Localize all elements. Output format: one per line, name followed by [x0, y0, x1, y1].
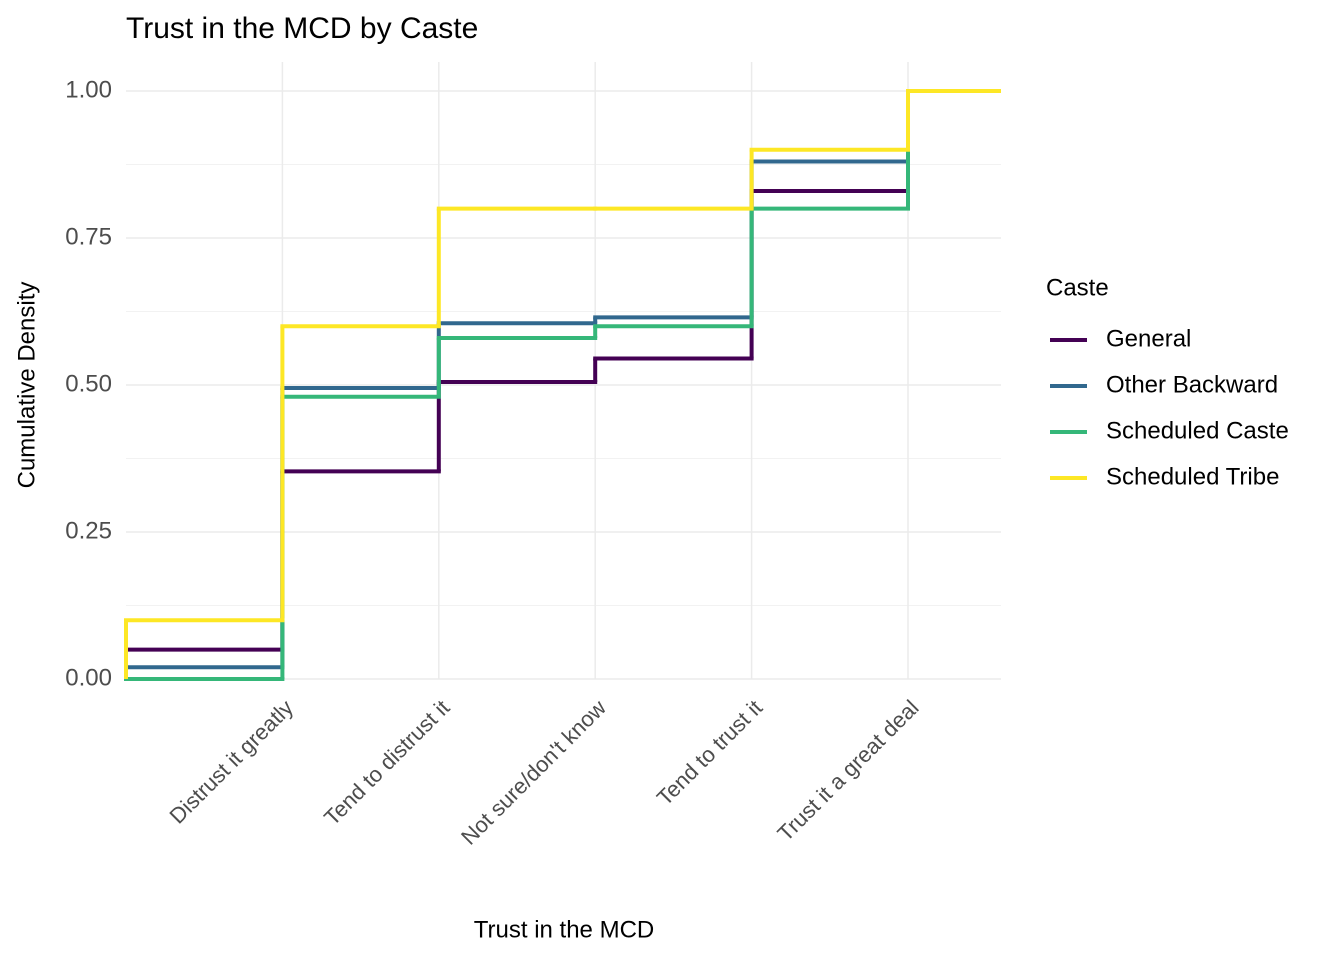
y-axis-label: Cumulative Density — [13, 282, 40, 489]
x-tick-label: Not sure/don't know — [456, 695, 611, 850]
legend-label: Other Backward — [1106, 371, 1278, 398]
legend-title: Caste — [1046, 274, 1109, 301]
x-tick-label: Tend to distrust it — [319, 695, 454, 830]
y-tick-label: 0.00 — [65, 664, 112, 691]
x-axis-label: Trust in the MCD — [474, 916, 654, 943]
legend-label: Scheduled Caste — [1106, 417, 1289, 444]
legend-label: General — [1106, 325, 1191, 352]
x-tick-label: Distrust it greatly — [165, 695, 299, 829]
legend-label: Scheduled Tribe — [1106, 463, 1279, 490]
x-tick-label: Tend to trust it — [652, 695, 767, 810]
y-tick-label: 1.00 — [65, 76, 112, 103]
chart-title: Trust in the MCD by Caste — [126, 12, 478, 45]
y-tick-label: 0.75 — [65, 223, 112, 250]
y-tick-label: 0.50 — [65, 370, 112, 397]
y-tick-label: 0.25 — [65, 517, 112, 544]
x-tick-label: Trust it a great deal — [773, 695, 924, 846]
